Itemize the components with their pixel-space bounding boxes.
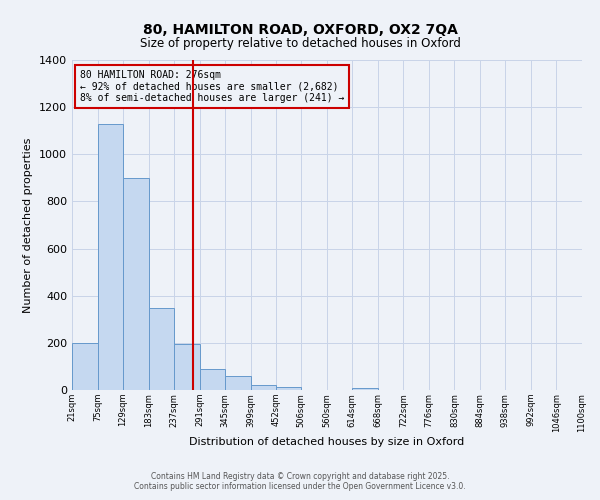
- Bar: [276, 387, 301, 390]
- Bar: [200, 369, 225, 390]
- Text: Contains public sector information licensed under the Open Government Licence v3: Contains public sector information licen…: [134, 482, 466, 491]
- Bar: [251, 385, 276, 390]
- Text: 80 HAMILTON ROAD: 276sqm
← 92% of detached houses are smaller (2,682)
8% of semi: 80 HAMILTON ROAD: 276sqm ← 92% of detach…: [80, 70, 344, 103]
- Bar: [225, 376, 251, 390]
- Bar: [123, 178, 149, 390]
- Bar: [352, 388, 378, 390]
- X-axis label: Distribution of detached houses by size in Oxford: Distribution of detached houses by size …: [190, 438, 464, 448]
- Bar: [149, 308, 174, 390]
- Y-axis label: Number of detached properties: Number of detached properties: [23, 138, 34, 312]
- Bar: [72, 343, 98, 390]
- Text: Contains HM Land Registry data © Crown copyright and database right 2025.: Contains HM Land Registry data © Crown c…: [151, 472, 449, 481]
- Text: 80, HAMILTON ROAD, OXFORD, OX2 7QA: 80, HAMILTON ROAD, OXFORD, OX2 7QA: [143, 22, 457, 36]
- Bar: [174, 344, 200, 390]
- Text: Size of property relative to detached houses in Oxford: Size of property relative to detached ho…: [140, 38, 460, 51]
- Bar: [98, 124, 123, 390]
